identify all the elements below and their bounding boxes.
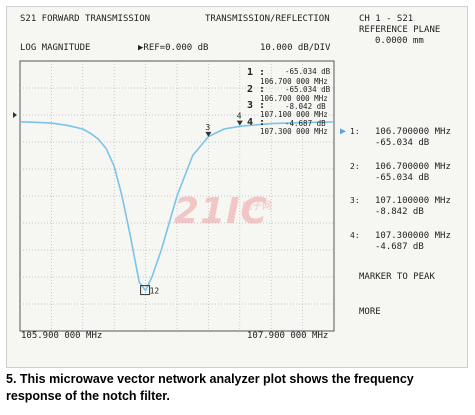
reference-pointer-icon — [13, 112, 17, 118]
caption-line-1: 5. This microwave vector network analyze… — [6, 372, 414, 386]
x-stop-label: 107.900 000 MHz — [247, 331, 329, 341]
header-title-left: S21 FORWARD TRANSMISSION — [20, 14, 151, 24]
format-label: LOG MAGNITUDE — [20, 43, 91, 53]
readout-freq-2: 106.700 000 MHz — [260, 94, 328, 103]
readout-label-3: 3 : — [247, 100, 266, 111]
scale-label: 10.000 dB/DIV — [260, 43, 331, 53]
readout-label-1: 1 : — [247, 67, 266, 78]
figure-caption: 5. This microwave vector network analyze… — [6, 371, 468, 405]
watermark-logo: 21IC — [174, 191, 268, 232]
readout-freq-3: 107.100 000 MHz — [260, 110, 328, 119]
marker-softkey-freq: 107.300000 MHz — [375, 231, 451, 241]
marker-to-peak-button[interactable]: MARKER TO PEAK — [359, 272, 435, 282]
marker-1-label: 12 — [150, 287, 160, 296]
x-start-label: 105.900 000 MHz — [21, 331, 103, 341]
readout-label-2: 2 : — [247, 84, 266, 95]
marker-softkey-freq: 106.700000 MHz — [375, 127, 451, 137]
header-title-right: TRANSMISSION/REFLECTION — [205, 14, 330, 24]
marker-softkey-label: 2: — [350, 162, 360, 171]
readout-value-4: -4.687 dB — [285, 119, 326, 128]
marker-softkey-value: -65.034 dB — [375, 138, 430, 148]
channel-label: CH 1 - S21 — [359, 14, 414, 24]
marker-softkey-label: 4: — [350, 231, 360, 240]
marker-4-pointer-icon — [236, 120, 243, 126]
active-marker-arrow-icon: ▶ — [340, 126, 347, 137]
marker-softkey-value: -4.687 dB — [375, 242, 424, 252]
readout-value-2: -65.034 dB — [285, 85, 331, 94]
readout-value-1: -65.034 dB — [285, 67, 331, 76]
readout-label-4: 4 : — [247, 117, 266, 128]
reference-plane-label: REFERENCE PLANE — [359, 25, 441, 35]
readout-freq-4: 107.300 000 MHz — [260, 127, 328, 136]
reference-level: ▶REF=0.000 dB — [138, 43, 209, 53]
marker-3-label: 3 — [205, 123, 210, 132]
readout-freq-1: 106.700 000 MHz — [260, 77, 328, 86]
more-button[interactable]: MORE — [359, 307, 381, 317]
marker-4-label: 4 — [237, 112, 242, 121]
caption-line-2: response of the notch filter. — [6, 389, 170, 403]
watermark-sub: 电子网 — [242, 201, 272, 212]
marker-softkey-freq: 106.700000 MHz — [375, 162, 451, 172]
reference-plane-value: 0.0000 mm — [375, 36, 424, 46]
marker-softkey-value: -8.842 dB — [375, 207, 424, 217]
marker-softkey-label: 1: — [350, 127, 360, 136]
marker-softkey-label: 3: — [350, 196, 360, 205]
trace-line — [19, 121, 335, 292]
readout-value-3: -8.042 dB — [285, 102, 326, 111]
marker-3-pointer-icon — [205, 131, 212, 137]
marker-softkey-value: -65.034 dB — [375, 173, 430, 183]
marker-1-box — [140, 285, 151, 296]
marker-softkey-freq: 107.100000 MHz — [375, 196, 451, 206]
